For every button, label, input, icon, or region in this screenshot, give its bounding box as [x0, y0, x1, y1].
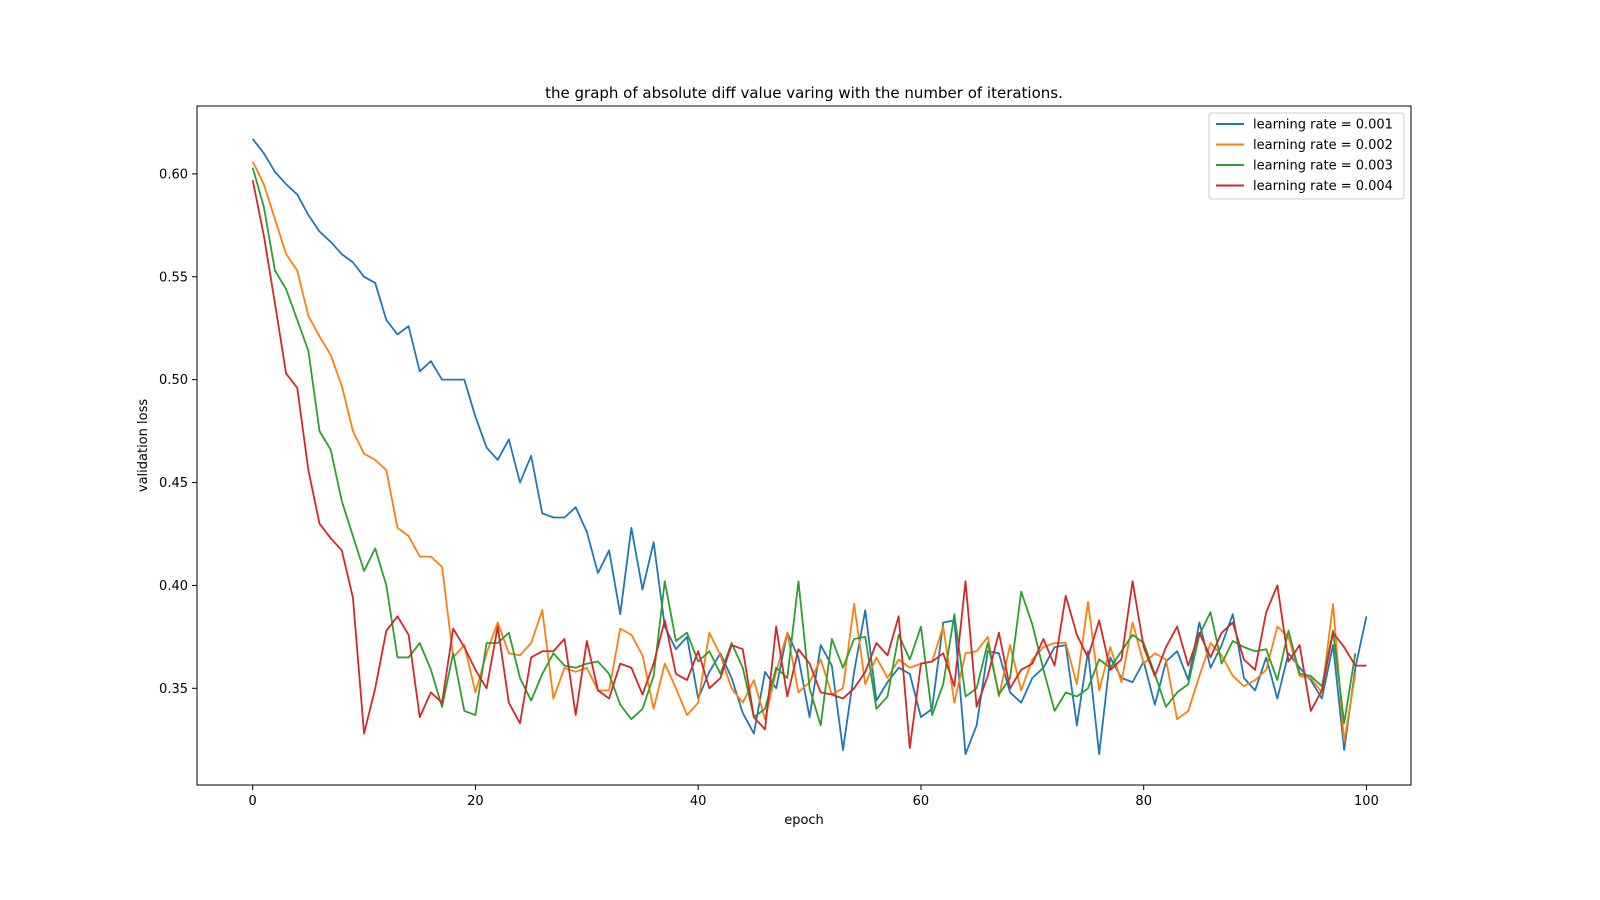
x-tick-label: 100	[1354, 794, 1379, 809]
y-tick-label: 0.40	[159, 579, 188, 594]
legend-label-2: learning rate = 0.002	[1253, 138, 1393, 153]
x-axis: 0 20 40 60 80 100	[249, 785, 1379, 809]
series-line-1	[251, 138, 1368, 756]
legend: learning rate = 0.001 learning rate = 0.0…	[1208, 112, 1405, 200]
y-tick-label: 0.60	[159, 167, 188, 182]
x-tick-label: 20	[467, 794, 484, 809]
x-tick-label: 60	[913, 794, 930, 809]
plot-frame	[196, 105, 1412, 786]
legend-label-4: learning rate = 0.004	[1253, 179, 1393, 194]
y-tick-label: 0.45	[159, 476, 188, 491]
y-axis: 0.35 0.40 0.45 0.50 0.55 0.60	[159, 167, 197, 697]
x-tick-label: 40	[690, 794, 707, 809]
y-tick-label: 0.35	[159, 682, 188, 697]
x-tick-label: 80	[1135, 794, 1152, 809]
series-group	[251, 138, 1368, 756]
x-axis-label: epoch	[784, 813, 824, 828]
x-tick-label: 0	[249, 794, 257, 809]
legend-label-3: learning rate = 0.003	[1253, 159, 1393, 174]
y-tick-label: 0.55	[159, 270, 188, 285]
chart-title: the graph of absolute diff value varing …	[545, 84, 1063, 102]
legend-label-1: learning rate = 0.001	[1253, 118, 1393, 133]
y-tick-label: 0.50	[159, 373, 188, 388]
series-line-3	[251, 167, 1357, 727]
series-line-2	[251, 161, 1357, 743]
y-axis-label: validation loss	[136, 399, 151, 492]
legend-box	[1208, 112, 1405, 200]
series-line-4	[251, 179, 1367, 749]
